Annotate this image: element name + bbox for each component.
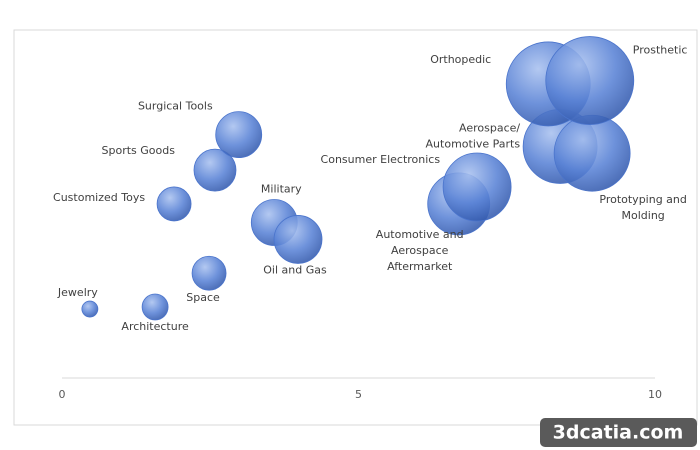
bubble-label: Sports Goods <box>102 144 176 157</box>
bubble-label: Orthopedic <box>430 53 491 66</box>
x-tick-label: 10 <box>648 388 662 401</box>
bubble-label: Oil and Gas <box>263 263 327 276</box>
bubble <box>442 152 512 222</box>
bubble-label: Aerospace/Automotive Parts <box>426 121 521 150</box>
bubble-label: Customized Toys <box>53 191 145 204</box>
bubble-label: Prosthetic <box>633 44 688 57</box>
plot-frame <box>13 29 698 426</box>
bubble <box>156 186 192 222</box>
watermark: 3dcatia.com <box>553 422 684 444</box>
bubble-label: Consumer Electronics <box>321 153 441 166</box>
watermark-box <box>540 418 697 447</box>
bubble-label: Architecture <box>121 320 189 333</box>
bubble <box>545 36 635 125</box>
bubble <box>273 215 323 264</box>
bubble-label: Space <box>186 291 220 304</box>
bubble-label: Automotive and Aerospace Aftermarket <box>376 228 464 273</box>
bubbles <box>81 36 635 321</box>
bubble-label: Surgical Tools <box>138 100 213 113</box>
bubble <box>553 114 631 192</box>
bubble <box>81 300 99 318</box>
x-tick-label: 5 <box>355 388 362 401</box>
bubble <box>215 111 263 159</box>
bubble-label: Jewelry <box>57 286 98 299</box>
bubble-label: Prototyping and Molding <box>599 193 687 222</box>
bubble <box>191 255 227 291</box>
x-tick-label: 0 <box>59 388 66 401</box>
bubble <box>141 293 169 321</box>
bubble-label: Military <box>261 183 302 196</box>
bubble <box>193 148 237 192</box>
